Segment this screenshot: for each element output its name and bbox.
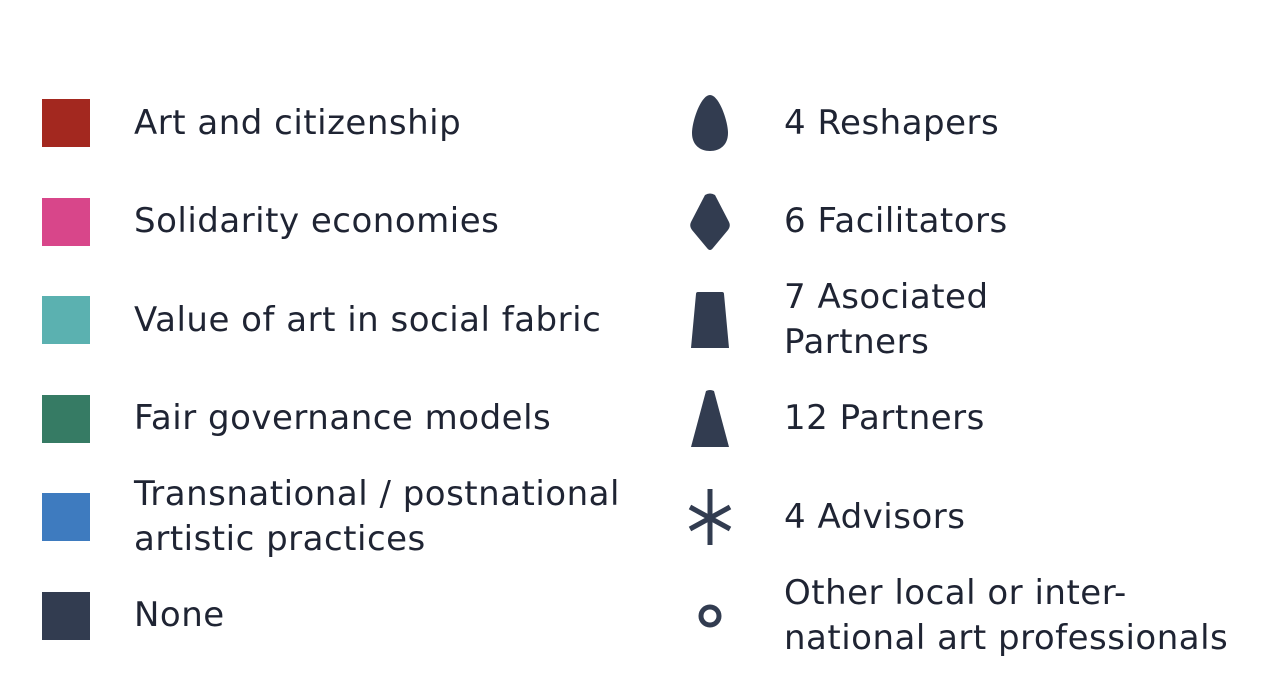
- legend-item-fair-governance: Fair governance models: [42, 370, 662, 469]
- legend-item-transnational: Transnational / postnational artistic pr…: [42, 468, 662, 567]
- drop-icon: [688, 93, 732, 153]
- label-line: Partners: [784, 322, 930, 363]
- legend-item-label: 6 Facilitators: [784, 201, 1008, 242]
- color-swatch: [42, 296, 90, 345]
- label-line: national art professionals: [784, 617, 1229, 658]
- color-swatch: [42, 493, 90, 542]
- diamond-drop-icon: [688, 192, 732, 252]
- legend-item-solidarity-economies: Solidarity economies: [42, 173, 662, 272]
- color-swatch: [42, 99, 90, 148]
- color-swatch: [42, 394, 90, 443]
- legend-item-art-and-citizenship: Art and citizenship: [42, 74, 662, 173]
- legend-item-label: 7 Asociated Partners: [784, 275, 989, 365]
- legend-item-label: None: [134, 595, 225, 636]
- legend-item-label: 12 Partners: [784, 398, 985, 439]
- theme-legend: Art and citizenship Solidarity economies…: [42, 74, 662, 665]
- label-line: 7 Asociated: [784, 277, 989, 318]
- legend-item-label: Other local or inter- national art profe…: [784, 571, 1228, 661]
- legend-item-label: Value of art in social fabric: [134, 299, 602, 340]
- label-line: artistic practices: [134, 519, 426, 560]
- legend-item-value-of-art: Value of art in social fabric: [42, 271, 662, 370]
- legend-item-associated-partners: 7 Asociated Partners: [688, 271, 1258, 370]
- legend-item-label: Art and citizenship: [134, 102, 462, 143]
- legend-item-advisors: 4 Advisors: [688, 468, 1258, 567]
- legend-item-label: Solidarity economies: [134, 201, 500, 242]
- color-swatch: [42, 197, 90, 246]
- asterisk-icon: [688, 487, 732, 547]
- legend-item-label: 4 Reshapers: [784, 102, 1000, 143]
- legend-item-none: None: [42, 567, 662, 666]
- legend-item-reshapers: 4 Reshapers: [688, 74, 1258, 173]
- legend-item-label: Transnational / postnational artistic pr…: [134, 472, 620, 562]
- trapezoid-icon: [688, 290, 732, 350]
- role-legend: 4 Reshapers 6 Facilitators 7 Asociated P…: [688, 74, 1258, 665]
- legend-item-label: Fair governance models: [134, 398, 552, 439]
- legend-item-label: 4 Advisors: [784, 496, 966, 537]
- ring-icon: [688, 586, 732, 646]
- legend-item-partners: 12 Partners: [688, 370, 1258, 469]
- label-line: Other local or inter-: [784, 572, 1127, 613]
- label-line: Transnational / postnational: [134, 474, 620, 515]
- legend-item-facilitators: 6 Facilitators: [688, 173, 1258, 272]
- cone-icon: [688, 389, 732, 449]
- color-swatch: [42, 591, 90, 640]
- legend-item-other-professionals: Other local or inter- national art profe…: [688, 567, 1258, 666]
